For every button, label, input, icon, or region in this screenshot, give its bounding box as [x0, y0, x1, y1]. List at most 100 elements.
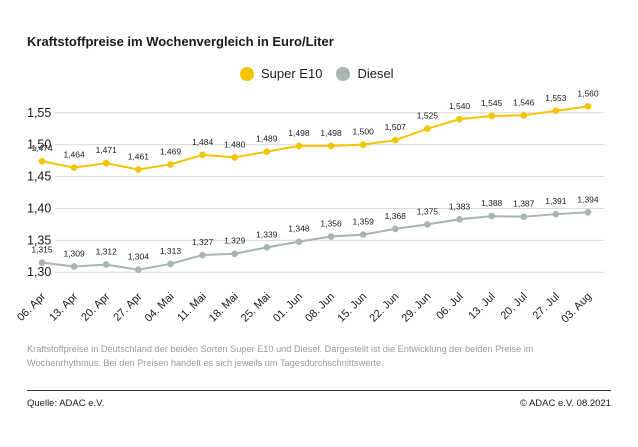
data-point: [70, 164, 78, 171]
data-point: [520, 112, 528, 119]
x-tick-label: 11. Mai: [175, 291, 208, 324]
data-point: [456, 215, 463, 223]
data-label: 1,309: [63, 249, 85, 259]
x-tick-label: 15. Jun: [335, 291, 369, 325]
chart-caption: Kraftstoffpreise in Deutschland der beid…: [27, 344, 534, 368]
data-label: 1,359: [353, 217, 375, 227]
y-tick-label: 1,35: [27, 233, 51, 247]
data-point: [488, 212, 495, 220]
x-tick-label: 08. Jun: [303, 291, 337, 325]
data-label: 1,348: [288, 224, 310, 234]
chart-title: Kraftstoffpreise im Wochenvergleich in E…: [27, 34, 334, 49]
data-label: 1,469: [160, 146, 182, 156]
data-point: [295, 142, 303, 150]
data-label: 1,391: [545, 196, 567, 206]
data-label: 1,339: [256, 229, 278, 239]
data-label: 1,356: [320, 219, 342, 229]
data-point: [70, 263, 78, 270]
data-point: [424, 125, 431, 133]
x-tick-label: 29. Jun: [400, 291, 434, 325]
data-point: [102, 159, 110, 167]
data-point: [102, 261, 110, 268]
data-point: [38, 259, 46, 266]
data-point: [584, 103, 592, 110]
data-point: [231, 250, 239, 258]
data-label: 1,489: [256, 134, 278, 144]
data-point: [424, 221, 431, 228]
legend-item-diesel: Diesel: [336, 66, 394, 81]
data-label: 1,553: [545, 93, 567, 103]
x-tick-label: 27. Jul: [531, 291, 562, 322]
data-label: 1,375: [417, 206, 439, 216]
y-tick-label: 1,30: [27, 265, 51, 279]
x-tick-label: 13. Jul: [466, 291, 497, 322]
data-label: 1,500: [353, 127, 375, 137]
legend-swatch-super-e10: [240, 66, 254, 81]
data-point: [456, 115, 463, 123]
legend-item-super-e10: Super E10: [240, 66, 322, 81]
data-point: [199, 251, 206, 259]
data-point: [199, 151, 206, 159]
source-note: Quelle: ADAC e.V.: [27, 398, 105, 409]
x-tick-label: 20. Jul: [498, 291, 529, 322]
x-tick-label: 06. Jul: [434, 291, 465, 322]
data-label: 1,383: [449, 201, 471, 211]
data-point: [359, 141, 367, 148]
x-tick-label: 03. Aug: [559, 291, 594, 326]
data-point: [391, 225, 399, 233]
chart-legend: Super E10 Diesel: [240, 66, 408, 81]
x-tick-label: 20. Apr: [79, 290, 112, 323]
data-label: 1,540: [449, 101, 471, 111]
legend-swatch-diesel: [336, 66, 351, 81]
y-tick-label: 1,55: [27, 106, 51, 120]
data-label: 1,312: [96, 247, 118, 257]
data-point: [520, 213, 528, 221]
data-label: 1,394: [577, 194, 599, 204]
legend-label-diesel: Diesel: [357, 66, 394, 81]
series-line: [41, 105, 589, 171]
data-point: [135, 266, 142, 273]
series-line: [41, 211, 589, 271]
data-label: 1,471: [96, 145, 118, 155]
data-point: [295, 238, 303, 245]
data-point: [263, 148, 271, 155]
data-label: 1,313: [160, 246, 182, 256]
data-label: 1,484: [192, 137, 214, 147]
data-label: 1,464: [63, 150, 85, 160]
data-point: [167, 161, 174, 168]
y-tick-label: 1,45: [27, 170, 51, 184]
data-point: [391, 136, 399, 144]
y-tick-label: 1,40: [27, 201, 51, 215]
data-label: 1,498: [288, 128, 310, 138]
x-tick-label: 13. Apr: [47, 290, 80, 323]
x-tick-label: 18. Mai: [207, 291, 241, 325]
x-tick-label: 27. Apr: [111, 290, 144, 323]
data-point: [552, 210, 560, 218]
data-label: 1,388: [481, 198, 503, 208]
data-point: [584, 208, 592, 216]
data-label: 1,545: [481, 98, 503, 108]
data-point: [135, 166, 142, 173]
x-tick-label: 22. Jun: [367, 291, 401, 325]
x-tick-label: 01. Jun: [271, 291, 305, 325]
data-label: 1,507: [385, 122, 407, 132]
data-point: [488, 112, 495, 120]
data-label: 1,368: [385, 211, 407, 221]
data-label: 1,329: [224, 236, 246, 246]
legend-label-super-e10: Super E10: [261, 66, 323, 81]
data-label: 1,315: [31, 245, 53, 255]
x-tick-label: 25. Mai: [239, 291, 273, 325]
footer-divider: [27, 390, 611, 391]
data-label: 1,560: [577, 88, 599, 98]
copyright-note: © ADAC e.V. 08.2021: [519, 398, 611, 409]
data-point: [327, 233, 335, 240]
data-label: 1,474: [31, 143, 53, 153]
y-tick-label: 1,50: [27, 138, 51, 152]
data-point: [263, 244, 271, 251]
x-tick-label: 04. Mai: [143, 291, 177, 325]
data-point: [167, 260, 174, 268]
data-label: 1,480: [224, 139, 246, 149]
data-label: 1,387: [513, 199, 535, 209]
data-label: 1,498: [320, 128, 342, 138]
data-point: [231, 154, 239, 161]
